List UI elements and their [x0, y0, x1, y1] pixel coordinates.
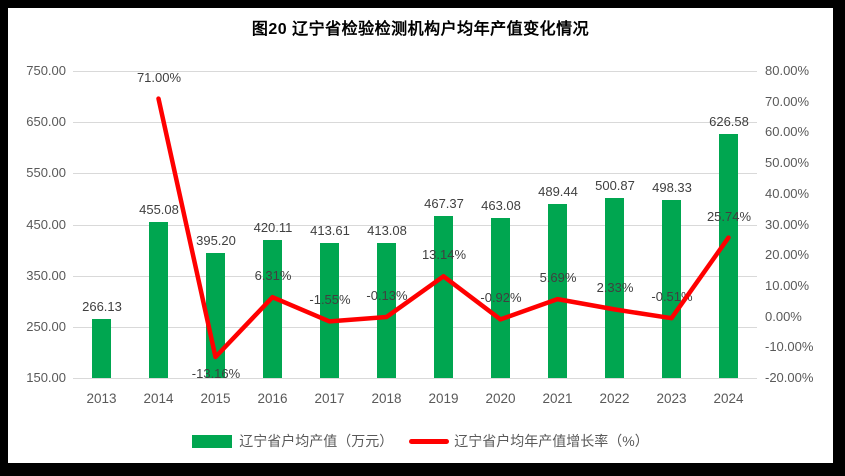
right-axis-tick: 60.00%	[765, 124, 810, 139]
growth-rate-label: -0.92%	[480, 290, 522, 305]
left-axis-tick: 250.00	[26, 319, 66, 334]
gridline	[73, 173, 757, 174]
legend-item-bar: 辽宁省户均产值（万元）	[192, 431, 393, 451]
legend-bar-label: 辽宁省户均产值（万元）	[239, 433, 394, 449]
bar-value-label: 266.13	[82, 299, 122, 314]
legend: 辽宁省户均产值（万元） 辽宁省户均年产值增长率（%）	[8, 431, 833, 451]
right-axis-tick: 30.00%	[765, 217, 810, 232]
growth-rate-label: 25.74%	[706, 209, 752, 224]
x-axis-tick: 2023	[656, 391, 687, 406]
x-axis-tick: 2024	[713, 391, 744, 406]
bar	[548, 204, 567, 378]
bar	[263, 240, 282, 378]
right-axis-tick: 40.00%	[765, 186, 810, 201]
x-axis-tick: 2020	[485, 391, 516, 406]
left-axis-tick: 150.00	[26, 370, 66, 385]
growth-rate-label: 13.14%	[421, 247, 467, 262]
x-axis-tick: 2014	[143, 391, 174, 406]
right-axis-tick: -10.00%	[765, 339, 814, 354]
bar	[206, 253, 225, 378]
right-axis-tick: 10.00%	[765, 278, 810, 293]
bar-value-label: 463.08	[481, 198, 521, 213]
bar-value-label: 455.08	[139, 202, 179, 217]
growth-rate-label: -0.51%	[651, 289, 693, 304]
bar	[320, 243, 339, 378]
bar	[92, 319, 111, 378]
growth-rate-label: -13.16%	[191, 366, 241, 381]
right-axis-tick: 80.00%	[765, 63, 810, 78]
gridline	[73, 378, 757, 379]
x-axis-tick: 2019	[428, 391, 459, 406]
gridline	[73, 276, 757, 277]
right-axis-tick: 50.00%	[765, 155, 810, 170]
bar	[719, 134, 738, 378]
left-axis-tick: 350.00	[26, 268, 66, 283]
gridline	[73, 327, 757, 328]
bar	[149, 222, 168, 378]
growth-rate-label: -0.13%	[366, 288, 408, 303]
bar-series-swatch	[192, 434, 233, 448]
x-axis-tick: 2015	[200, 391, 231, 406]
x-axis-tick: 2017	[314, 391, 345, 406]
bar-value-label: 395.20	[196, 233, 236, 248]
chart-area: 图20 辽宁省检验检测机构户均年产值变化情况 750.00 650.00 550.0…	[8, 8, 833, 463]
right-axis-tick: 0.00%	[765, 309, 802, 324]
bar-value-label: 626.58	[709, 114, 749, 129]
chart-title: 图20 辽宁省检验检测机构户均年产值变化情况	[251, 21, 590, 38]
left-axis-tick: 550.00	[26, 165, 66, 180]
right-axis-tick: 20.00%	[765, 247, 810, 262]
x-axis-tick: 2018	[371, 391, 402, 406]
left-axis-tick: 650.00	[26, 114, 66, 129]
x-axis-tick: 2022	[599, 391, 630, 406]
left-axis-tick: 450.00	[26, 217, 66, 232]
right-axis-tick: 70.00%	[765, 94, 810, 109]
gridline	[73, 122, 757, 123]
line-series-swatch	[409, 438, 450, 444]
x-axis-tick: 2013	[86, 391, 117, 406]
bar-value-label: 498.33	[652, 180, 692, 195]
growth-rate-label: 6.31%	[254, 268, 292, 283]
right-axis-tick: -20.00%	[765, 370, 814, 385]
x-axis-tick: 2021	[542, 391, 573, 406]
growth-rate-label: 71.00%	[136, 70, 182, 85]
legend-line-label: 辽宁省户均年产值增长率（%）	[454, 433, 649, 449]
left-axis-tick: 750.00	[26, 63, 66, 78]
bar	[377, 243, 396, 378]
x-axis-tick: 2016	[257, 391, 288, 406]
legend-item-line: 辽宁省户均年产值增长率（%）	[409, 431, 649, 451]
gridline	[73, 71, 757, 72]
bar	[434, 216, 453, 378]
bar-value-label: 413.08	[367, 223, 407, 238]
